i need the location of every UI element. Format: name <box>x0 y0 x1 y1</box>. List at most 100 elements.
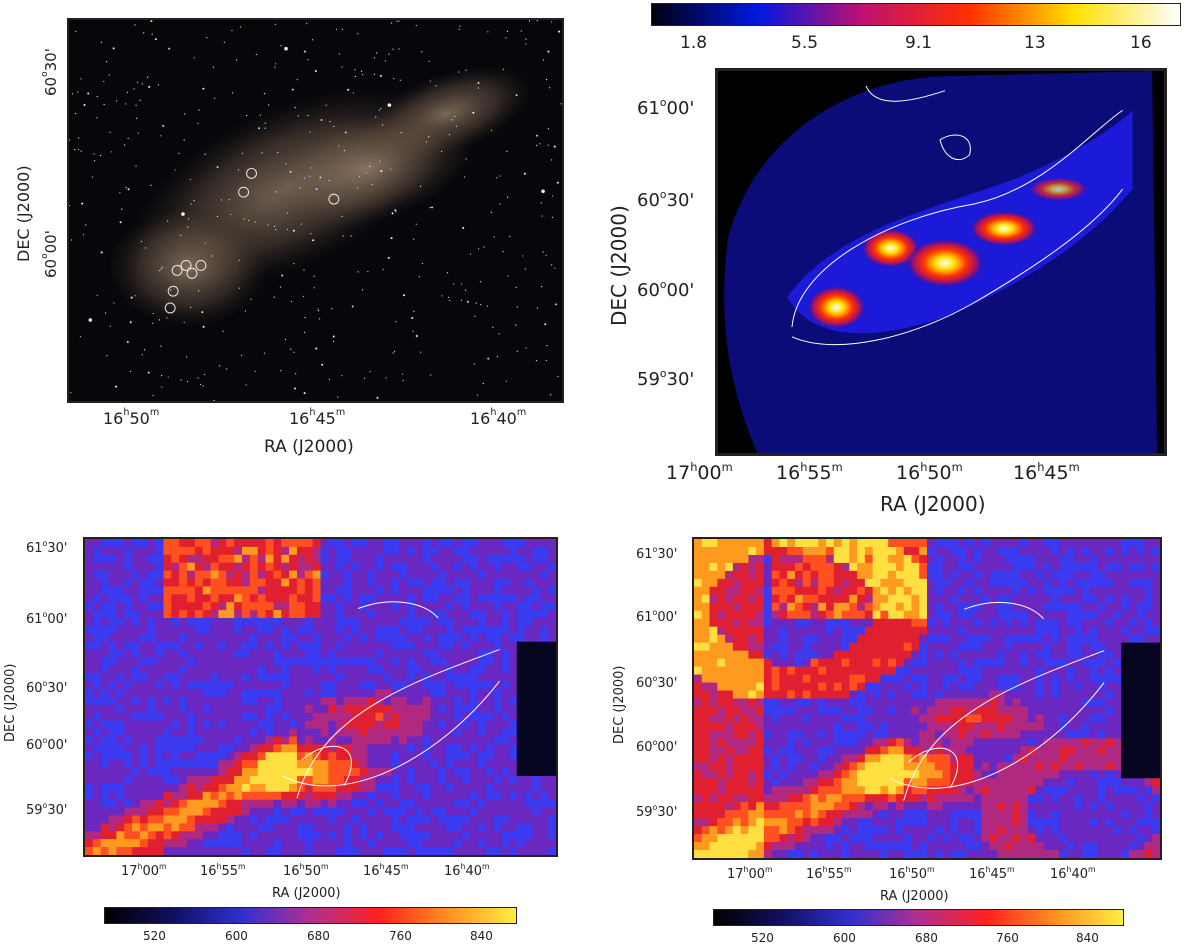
map-pixel <box>367 776 376 785</box>
map-pixel <box>194 760 204 769</box>
map-pixel <box>132 673 141 682</box>
map-pixel <box>469 554 479 564</box>
map-pixel <box>802 786 811 795</box>
map-pixel <box>1027 650 1037 660</box>
map-pixel <box>849 714 858 723</box>
map-pixel <box>163 554 172 564</box>
map-pixel <box>532 720 541 730</box>
map-pixel <box>864 578 874 588</box>
map-pixel <box>265 783 274 793</box>
map-pixel <box>344 657 353 666</box>
map-pixel <box>241 831 251 840</box>
map-pixel <box>1035 642 1044 652</box>
map-pixel <box>92 570 102 579</box>
map-pixel <box>516 791 526 801</box>
map-pixel <box>124 641 133 651</box>
map-pixel <box>187 823 196 832</box>
map-pixel <box>226 546 235 556</box>
map-pixel <box>383 752 392 761</box>
map-pixel <box>888 674 897 684</box>
map-pixel <box>1035 714 1044 723</box>
map-pixel <box>1097 562 1107 572</box>
star <box>465 69 467 71</box>
map-pixel <box>438 602 447 611</box>
map-pixel <box>187 839 196 848</box>
map-pixel <box>548 720 556 730</box>
map-pixel <box>740 706 749 715</box>
map-pixel <box>281 720 290 730</box>
map-pixel <box>532 554 541 564</box>
map-pixel <box>794 690 804 699</box>
map-pixel <box>903 746 912 755</box>
map-pixel <box>226 847 235 855</box>
map-pixel <box>717 586 726 596</box>
star <box>75 30 77 32</box>
map-pixel <box>147 720 157 730</box>
map-pixel <box>540 602 549 611</box>
map-pixel <box>422 641 431 651</box>
map-pixel <box>1128 706 1138 715</box>
map-pixel <box>1059 810 1068 819</box>
map-pixel <box>919 594 928 604</box>
star <box>505 37 507 39</box>
map-pixel <box>849 690 858 699</box>
map-pixel <box>312 839 321 848</box>
map-pixel <box>895 586 905 596</box>
map-pixel <box>430 744 439 753</box>
map-pixel <box>748 602 757 612</box>
map-pixel <box>524 807 533 816</box>
map-pixel <box>1066 578 1076 588</box>
map-pixel <box>1059 666 1068 676</box>
map-pixel <box>725 570 734 580</box>
map-pixel <box>446 633 455 643</box>
map-pixel <box>375 768 384 777</box>
star <box>505 380 507 382</box>
map-pixel <box>841 674 850 684</box>
map-pixel <box>732 818 742 827</box>
map-pixel <box>296 823 306 832</box>
map-pixel <box>965 730 975 739</box>
map-pixel <box>124 831 133 840</box>
map-pixel <box>880 642 889 652</box>
map-pixel <box>493 625 502 635</box>
map-pixel <box>872 730 881 739</box>
map-pixel <box>1035 586 1044 596</box>
map-pixel <box>934 594 944 604</box>
map-pixel <box>857 778 866 787</box>
map-pixel <box>493 641 502 651</box>
star <box>261 152 263 154</box>
map-pixel <box>218 768 227 777</box>
map-pixel <box>92 704 102 714</box>
map-pixel <box>833 690 843 699</box>
map-pixel <box>273 847 282 855</box>
map-pixel <box>1105 738 1114 747</box>
map-pixel <box>406 720 416 730</box>
map-pixel <box>438 783 447 793</box>
map-pixel <box>833 570 843 580</box>
map-pixel <box>1051 602 1060 612</box>
map-pixel <box>226 665 235 674</box>
map-pixel <box>249 633 259 643</box>
map-pixel <box>202 815 212 824</box>
map-pixel <box>508 697 518 706</box>
map-pixel <box>194 618 204 627</box>
map-pixel <box>934 546 944 556</box>
map-pixel <box>810 746 819 755</box>
map-pixel <box>787 658 796 668</box>
map-pixel <box>296 776 306 785</box>
map-pixel <box>1035 762 1044 771</box>
map-pixel <box>919 730 928 739</box>
map-pixel <box>725 818 734 827</box>
map-pixel <box>508 610 518 619</box>
map-pixel <box>1097 746 1107 755</box>
map-pixel <box>257 689 267 698</box>
map-pixel <box>942 754 951 763</box>
map-pixel <box>911 770 920 779</box>
map-pixel <box>383 736 392 745</box>
map-pixel <box>826 738 835 747</box>
map-pixel <box>359 728 369 737</box>
map-pixel <box>304 768 314 777</box>
map-pixel <box>163 546 172 556</box>
map-pixel <box>241 712 251 722</box>
map-pixel <box>406 752 416 761</box>
